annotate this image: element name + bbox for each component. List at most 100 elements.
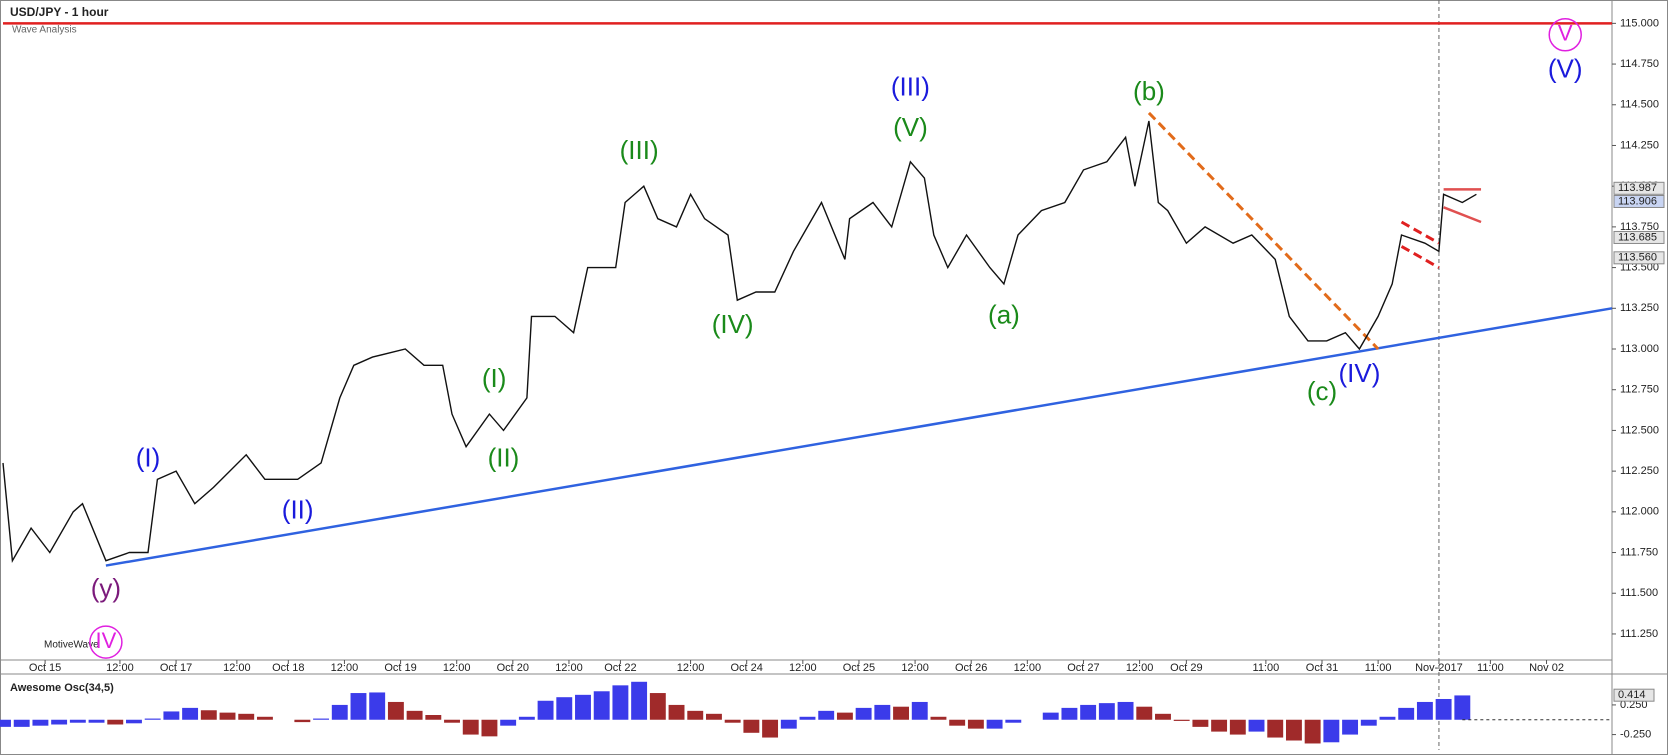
last-value-box: [1613, 688, 1655, 702]
x-tick-label: Oct 15: [29, 662, 61, 674]
osc-bar: [1342, 719, 1359, 735]
osc-bar: [986, 719, 1003, 729]
osc-bar: [69, 719, 86, 723]
osc-bar: [780, 719, 797, 729]
x-tick-label: 12:00: [789, 662, 817, 674]
price-label-box: [1613, 194, 1665, 208]
x-tick-label: 12:00: [901, 662, 929, 674]
osc-bar: [1416, 701, 1433, 720]
x-tick-label: 12:00: [1014, 662, 1042, 674]
osc-bar: [0, 719, 11, 727]
osc-bar: [144, 718, 161, 720]
osc-bar: [1267, 719, 1284, 738]
osc-bar: [1136, 706, 1153, 720]
x-tick-label: 12:00: [677, 662, 705, 674]
price-label: 113.906: [1618, 195, 1657, 207]
osc-bar: [1061, 707, 1078, 720]
osc-bar: [1117, 701, 1134, 720]
osc-bar: [1285, 719, 1302, 741]
osc-bar: [687, 710, 704, 720]
osc-bar: [1360, 719, 1377, 726]
osc-bar: [1398, 707, 1415, 720]
x-tick-label: 11:00: [1477, 662, 1504, 674]
x-tick-label: Oct 31: [1306, 662, 1338, 674]
wave-label: (I): [136, 443, 161, 473]
osc-bar: [387, 701, 404, 720]
osc-bar: [1379, 716, 1396, 720]
x-tick-label: 12:00: [223, 662, 251, 674]
osc-bar: [799, 716, 816, 720]
x-tick-label: 12:00: [106, 662, 134, 674]
price-label: 113.560: [1618, 252, 1657, 264]
x-tick-label: 12:00: [443, 662, 471, 674]
osc-bar: [1248, 719, 1265, 732]
osc-bar: [855, 707, 872, 720]
brand: MotiveWave: [44, 640, 99, 651]
osc-bar: [1323, 719, 1340, 743]
y-tick-label: 114.750: [1620, 58, 1659, 70]
trend-line: [1400, 220, 1440, 245]
price-label-box: [1613, 230, 1665, 244]
osc-bar: [369, 692, 386, 720]
y-tick-label: 114.250: [1620, 139, 1659, 151]
wave-label: (V): [893, 112, 928, 142]
y-tick-label: 113.000: [1620, 343, 1659, 355]
osc-bar: [1211, 719, 1228, 732]
trend-line: [1443, 206, 1482, 224]
x-tick-label: 11:00: [1253, 662, 1280, 674]
trend-line: [1147, 111, 1380, 351]
x-tick-label: Oct 22: [604, 662, 636, 674]
y-tick-label: 111.250: [1620, 628, 1658, 640]
osc-bar: [724, 719, 741, 723]
osc-bar: [331, 704, 348, 720]
osc-bar: [668, 704, 685, 720]
osc-bar: [1454, 695, 1471, 720]
osc-bar: [256, 716, 273, 720]
wave-circle: [89, 625, 123, 659]
osc-bar: [500, 719, 517, 726]
wave-label: (c): [1307, 376, 1337, 406]
y-tick-label: -0.250: [1620, 728, 1651, 740]
osc-bar: [911, 701, 928, 720]
price-label-box: [1613, 251, 1665, 265]
x-tick-label: Oct 29: [1170, 662, 1202, 674]
x-tick-label: Nov 02: [1529, 662, 1564, 674]
osc-bar: [575, 694, 591, 720]
trend-line: [105, 307, 1613, 567]
osc-bar: [425, 715, 442, 720]
osc-bar: [631, 681, 648, 720]
osc-bar: [126, 719, 142, 724]
osc-bar: [1435, 698, 1452, 720]
wave-label: (b): [1133, 76, 1165, 106]
osc-bar: [762, 719, 779, 738]
osc-bar: [967, 719, 984, 729]
y-tick-label: 114.500: [1620, 99, 1659, 111]
osc-title: Awesome Osc(34,5): [10, 682, 114, 694]
osc-bar: [238, 713, 255, 720]
osc-bar: [51, 719, 68, 725]
wave-label: (II): [488, 443, 520, 473]
osc-bar: [294, 719, 311, 723]
price-line: [2, 120, 1477, 563]
osc-bar: [874, 704, 891, 720]
osc-bar: [949, 719, 966, 726]
wave-label: (I): [482, 363, 507, 393]
wave-label: (IV): [1338, 358, 1380, 388]
osc-bar: [182, 707, 199, 720]
price-label-box: [1613, 181, 1665, 195]
trend-line: [1400, 245, 1440, 269]
osc-bar: [13, 719, 30, 727]
osc-bar: [406, 710, 423, 720]
osc-bar: [836, 712, 853, 720]
x-tick-label: Oct 27: [1067, 662, 1099, 674]
wave-label: V: [1558, 21, 1573, 46]
osc-bar: [219, 712, 236, 720]
wave-label: (V): [1548, 53, 1583, 83]
osc-bar: [930, 716, 947, 720]
wave-label: (a): [988, 299, 1020, 329]
x-tick-label: Oct 26: [955, 662, 987, 674]
osc-bar: [612, 685, 629, 720]
osc-bar: [1304, 719, 1321, 744]
osc-bar: [1005, 719, 1022, 723]
